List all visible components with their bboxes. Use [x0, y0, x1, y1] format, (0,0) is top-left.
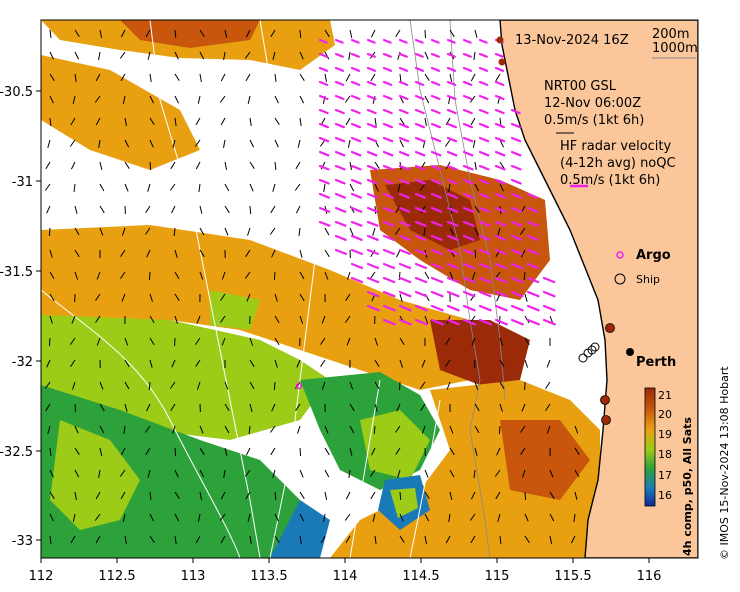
argo-legend-label: Argo [636, 248, 671, 263]
hf-legend-line2: (4-12h avg) noQC [560, 156, 676, 171]
depth-legend-1000m: 1000m [652, 41, 698, 56]
coastal-markers [496, 36, 615, 425]
gsl-legend-line2: 12-Nov 06:00Z [544, 96, 641, 111]
colorbar-tick: 18 [658, 448, 672, 461]
x-tick-label: 114.5 [402, 569, 439, 584]
y-tick-label: -33 [12, 534, 33, 549]
ship-legend-symbol [614, 273, 626, 285]
x-tick-label: 113 [181, 569, 206, 584]
x-tick-label: 113.5 [250, 569, 287, 584]
x-tick-label: 116 [637, 569, 662, 584]
shelf-contours [409, 20, 506, 558]
gsl-legend-line3: 0.5m/s (1kt 6h) [544, 113, 644, 128]
depth-contours [41, 20, 441, 558]
axis-ticks [36, 90, 650, 563]
gsl-current-arrows [44, 29, 580, 544]
argo-float [295, 382, 303, 390]
y-tick-label: -31.5 [0, 265, 33, 280]
x-tick-label: 112 [29, 569, 54, 584]
hf-legend-line1: HF radar velocity [560, 139, 672, 154]
x-tick-label: 112.5 [98, 569, 135, 584]
x-tick-label: 114 [333, 569, 358, 584]
map-title: 13-Nov-2024 16Z [515, 33, 629, 48]
y-tick-label: -31 [12, 175, 33, 190]
colorbar: 21 20 19 18 17 16 4h comp, p50, All Sats [644, 387, 694, 556]
hf-legend-line3: 0.5m/s (1kt 6h) [560, 173, 660, 188]
gsl-legend-line1: NRT00 GSL [544, 79, 617, 94]
x-tick-label: 115 [485, 569, 510, 584]
colorbar-tick: 17 [658, 469, 672, 482]
y-tick-label: -32.5 [0, 445, 33, 460]
hf-radar-arrows [318, 38, 556, 326]
credit-text: © IMOS 15-Nov-2024 13:08 Hobart [718, 366, 731, 560]
ship-legend-label: Ship [636, 273, 660, 286]
depth-legend-200m: 200m [652, 27, 689, 42]
colorbar-tick: 20 [658, 408, 672, 421]
y-tick-label: -32 [12, 355, 33, 370]
y-tick-label: -30.5 [0, 85, 33, 100]
sst-field [41, 20, 600, 558]
argo-legend-symbol [616, 251, 624, 259]
colorbar-tick: 16 [658, 489, 672, 502]
perth-label: Perth [636, 355, 676, 370]
colorbar-tick: 21 [658, 389, 672, 402]
colorbar-tick: 19 [658, 428, 672, 441]
x-tick-label: 115.5 [554, 569, 591, 584]
colorbar-label: 4h comp, p50, All Sats [681, 417, 694, 556]
perth-marker [626, 348, 634, 356]
plot-frame [40, 19, 699, 559]
